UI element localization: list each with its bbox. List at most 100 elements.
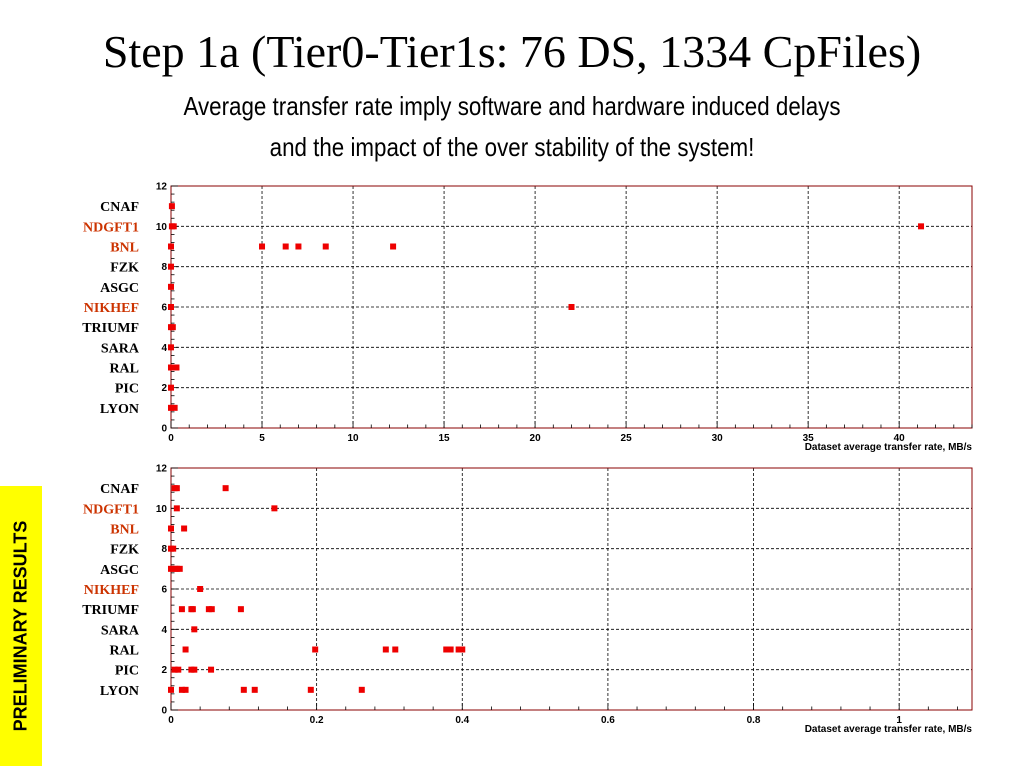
data-point xyxy=(322,243,329,250)
data-point xyxy=(170,223,177,230)
data-point xyxy=(392,646,399,653)
data-point xyxy=(251,686,258,693)
data-point xyxy=(307,686,314,693)
x-tick-label: 5 xyxy=(259,433,265,444)
x-tick-label: 0.6 xyxy=(601,715,615,726)
data-point xyxy=(191,666,198,673)
data-point xyxy=(168,243,174,250)
page-title: Step 1a (Tier0-Tier1s: 76 DS, 1334 CpFil… xyxy=(102,26,922,77)
data-point xyxy=(312,646,319,653)
data-point xyxy=(182,686,189,693)
data-point xyxy=(455,646,462,653)
data-point xyxy=(168,565,174,572)
data-point xyxy=(208,606,215,613)
site-label: LYON xyxy=(100,402,139,417)
y-tick-label: 6 xyxy=(161,303,167,314)
data-point xyxy=(918,223,925,230)
site-label: ASGC xyxy=(100,281,139,296)
site-label: CNAF xyxy=(100,200,139,215)
site-label: NIKHEF xyxy=(84,583,139,598)
data-point xyxy=(168,384,174,391)
x-tick-label: 30 xyxy=(712,433,724,444)
x-tick-label: 0.8 xyxy=(747,715,761,726)
data-point xyxy=(222,485,229,492)
site-label: TRIUMF xyxy=(82,321,139,336)
data-point xyxy=(271,505,278,512)
x-tick-label: 25 xyxy=(621,433,633,444)
data-point xyxy=(168,263,174,270)
y-tick-label: 2 xyxy=(161,665,167,676)
data-point xyxy=(443,646,450,653)
site-label: PIC xyxy=(115,664,139,679)
data-point xyxy=(168,525,174,532)
chart-top: 0 5 10 15 20 25 30 35 40 0 2 4 6 8 10 12 Dataset average… xyxy=(82,182,973,453)
data-point xyxy=(173,505,180,512)
site-label: ASGC xyxy=(100,563,139,578)
site-label: NDGFT1 xyxy=(83,502,139,517)
site-label: FZK xyxy=(110,261,139,276)
data-point xyxy=(358,686,365,693)
data-point xyxy=(175,666,182,673)
y-tick-label: 10 xyxy=(156,222,168,233)
site-label: SARA xyxy=(101,341,140,356)
data-point xyxy=(447,646,454,653)
y-tick-label: 4 xyxy=(161,343,167,354)
data-point xyxy=(169,324,176,331)
site-label: CNAF xyxy=(100,482,139,497)
x-axis-label: Dataset average transfer rate, MB/s xyxy=(805,442,973,453)
data-point xyxy=(182,646,189,653)
data-point xyxy=(282,243,289,250)
x-axis-label: Dataset average transfer rate, MB/s xyxy=(805,724,973,735)
y-tick-label: 4 xyxy=(161,625,167,636)
data-point xyxy=(170,545,177,552)
data-point xyxy=(189,606,196,613)
x-tick-label: 0.4 xyxy=(455,715,469,726)
y-tick-label: 12 xyxy=(156,182,168,193)
data-point xyxy=(259,243,266,250)
data-point xyxy=(178,686,185,693)
data-point xyxy=(168,686,174,693)
y-tick-label: 6 xyxy=(161,585,167,596)
data-point xyxy=(171,666,178,673)
x-tick-label: 0.2 xyxy=(310,715,324,726)
data-point xyxy=(459,646,466,653)
site-label: TRIUMF xyxy=(82,603,139,618)
site-label: LYON xyxy=(100,684,139,699)
site-label: NDGFT1 xyxy=(83,220,139,235)
site-label: PIC xyxy=(115,382,139,397)
site-label: BNL xyxy=(110,523,139,538)
site-label: FZK xyxy=(110,543,139,558)
data-point xyxy=(168,283,174,290)
site-label: RAL xyxy=(109,362,139,377)
data-point xyxy=(208,666,215,673)
data-point xyxy=(176,565,183,572)
data-point xyxy=(197,586,204,592)
site-label: BNL xyxy=(110,241,139,256)
site-label: RAL xyxy=(109,644,139,659)
x-tick-label: 35 xyxy=(803,433,815,444)
y-tick-label: 2 xyxy=(161,383,167,394)
y-tick-label: 0 xyxy=(161,706,167,717)
y-tick-label: 8 xyxy=(161,262,167,273)
data-point xyxy=(168,344,174,351)
data-point xyxy=(181,525,188,532)
x-tick-label: 0 xyxy=(168,433,174,444)
data-point xyxy=(171,404,178,411)
y-tick-label: 8 xyxy=(161,544,167,555)
x-tick-label: 10 xyxy=(347,433,359,444)
x-tick-label: 20 xyxy=(530,433,542,444)
data-point xyxy=(168,404,174,411)
data-point xyxy=(295,243,302,250)
data-point xyxy=(191,626,198,633)
data-point xyxy=(237,606,244,613)
subtitle-line-1: Average transfer rate imply software and… xyxy=(183,91,841,121)
y-tick-label: 10 xyxy=(156,504,168,515)
data-point xyxy=(240,686,247,693)
x-tick-label: 1 xyxy=(896,715,902,726)
preliminary-badge: PRELIMINARY RESULTS xyxy=(0,486,42,766)
x-tick-label: 0 xyxy=(168,715,174,726)
preliminary-badge-text: PRELIMINARY RESULTS xyxy=(10,520,31,732)
data-point xyxy=(178,606,185,613)
